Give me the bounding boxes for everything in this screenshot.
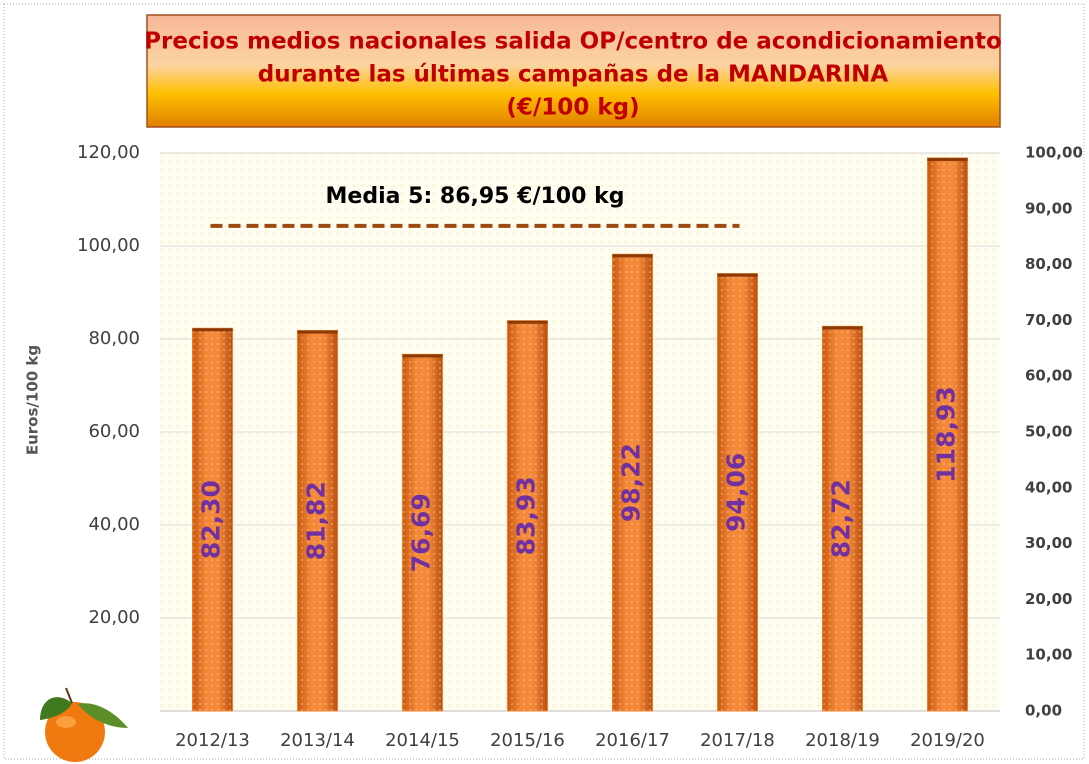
bar-cap xyxy=(193,328,233,331)
value-label: 94,06 xyxy=(722,453,751,532)
bar-cap xyxy=(718,274,758,277)
y-tick-label: 120,00 xyxy=(77,142,140,163)
y2-tick-label: 10,00 xyxy=(1025,646,1072,664)
x-tick-label: 2019/20 xyxy=(910,730,985,751)
y2-tick-label: 30,00 xyxy=(1025,534,1072,552)
chart-title: (€/100 kg) xyxy=(506,95,639,121)
y-tick-label: 20,00 xyxy=(88,607,140,628)
bar-cap xyxy=(403,354,443,357)
value-label: 82,30 xyxy=(197,480,226,559)
y2-tick-label: 40,00 xyxy=(1025,478,1072,496)
y-tick-label: 60,00 xyxy=(88,421,140,442)
y2-tick-label: 50,00 xyxy=(1025,423,1072,441)
y2-tick-label: 100,00 xyxy=(1025,144,1083,162)
y-tick-label: 40,00 xyxy=(88,514,140,535)
chart: Precios medios nacionales salida OP/cent… xyxy=(0,0,1089,764)
x-tick-label: 2012/13 xyxy=(175,730,250,751)
value-label: 81,82 xyxy=(302,481,331,560)
y2-tick-label: 80,00 xyxy=(1025,255,1072,273)
x-tick-label: 2016/17 xyxy=(595,730,670,751)
y-tick-label: 100,00 xyxy=(77,235,140,256)
y2-tick-label: 60,00 xyxy=(1025,367,1072,385)
x-tick-label: 2013/14 xyxy=(280,730,355,751)
x-tick-label: 2015/16 xyxy=(490,730,565,751)
bar-cap xyxy=(823,326,863,329)
value-label: 83,93 xyxy=(512,476,541,555)
y-axis-title: Euros/100 kg xyxy=(24,345,42,455)
y2-tick-label: 70,00 xyxy=(1025,311,1072,329)
bar-cap xyxy=(613,254,653,257)
x-tick-label: 2018/19 xyxy=(805,730,880,751)
y-tick-label: 80,00 xyxy=(88,328,140,349)
value-label: 118,93 xyxy=(932,386,961,482)
value-label: 98,22 xyxy=(617,443,646,522)
y2-tick-label: 20,00 xyxy=(1025,590,1072,608)
bar-cap xyxy=(928,158,968,161)
x-tick-label: 2014/15 xyxy=(385,730,460,751)
chart-title: Precios medios nacionales salida OP/cent… xyxy=(144,29,1002,55)
value-label: 76,69 xyxy=(407,493,436,572)
chart-title: durante las últimas campañas de la MANDA… xyxy=(258,62,889,88)
value-label: 82,72 xyxy=(827,479,856,558)
y2-tick-label: 0,00 xyxy=(1025,702,1062,720)
y2-tick-label: 90,00 xyxy=(1025,199,1072,217)
x-tick-label: 2017/18 xyxy=(700,730,775,751)
bar-cap xyxy=(508,321,548,324)
mean-label: Media 5: 86,95 €/100 kg xyxy=(326,184,625,209)
bar-cap xyxy=(298,331,338,334)
